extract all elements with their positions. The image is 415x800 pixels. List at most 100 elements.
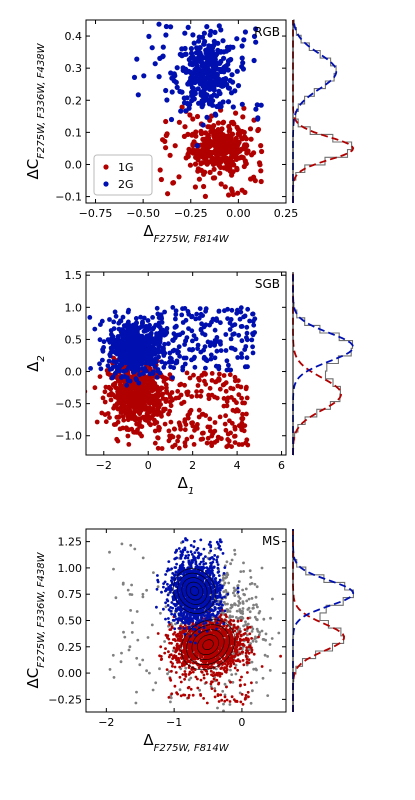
point xyxy=(231,642,235,645)
point xyxy=(171,664,174,668)
point xyxy=(124,404,130,410)
point xyxy=(182,30,188,36)
point xyxy=(230,558,234,562)
point xyxy=(240,411,245,417)
point xyxy=(202,626,206,630)
point xyxy=(241,105,247,111)
point xyxy=(251,57,257,64)
point xyxy=(196,38,202,44)
point xyxy=(169,678,173,682)
point xyxy=(224,662,227,666)
point xyxy=(257,162,263,168)
point xyxy=(254,635,257,639)
point xyxy=(221,663,224,666)
point xyxy=(216,435,222,440)
point xyxy=(145,588,149,592)
point xyxy=(238,639,242,643)
point xyxy=(127,408,133,414)
point xyxy=(209,319,214,325)
y-tick-label: −0.1 xyxy=(55,191,82,204)
point xyxy=(236,641,240,644)
point xyxy=(244,620,247,624)
point xyxy=(218,320,223,326)
legend-box xyxy=(93,154,153,196)
point xyxy=(188,60,194,66)
point xyxy=(164,326,170,331)
point xyxy=(191,442,197,447)
point xyxy=(194,426,200,431)
point xyxy=(117,379,123,385)
point xyxy=(207,32,213,38)
point xyxy=(170,444,176,450)
point xyxy=(154,681,158,685)
point xyxy=(170,305,176,310)
point xyxy=(217,633,220,637)
point xyxy=(178,637,182,641)
point xyxy=(233,552,237,556)
point xyxy=(195,346,201,351)
point xyxy=(238,384,244,390)
point xyxy=(182,427,188,433)
point xyxy=(225,685,228,689)
point xyxy=(214,156,220,162)
point xyxy=(242,313,248,319)
point xyxy=(209,371,215,376)
point xyxy=(120,542,124,546)
point xyxy=(202,560,205,563)
point xyxy=(231,615,235,618)
point xyxy=(177,382,183,388)
point xyxy=(131,392,137,397)
point xyxy=(193,316,199,322)
point xyxy=(235,645,239,649)
point xyxy=(239,55,245,61)
legend-marker xyxy=(103,164,109,170)
point xyxy=(209,433,215,439)
point xyxy=(176,344,182,350)
point xyxy=(222,600,226,604)
side-hist-sgb xyxy=(292,272,355,456)
point xyxy=(242,29,248,35)
point xyxy=(226,639,229,643)
x-axis-label-sgb: Δ1 xyxy=(178,474,195,497)
point xyxy=(134,347,140,353)
point xyxy=(164,617,167,621)
point xyxy=(229,444,235,449)
point xyxy=(205,339,211,345)
point xyxy=(112,394,118,400)
point xyxy=(159,446,165,451)
point xyxy=(163,32,169,38)
x-tick-label: 0.00 xyxy=(226,207,251,220)
point xyxy=(217,151,223,157)
point xyxy=(203,356,209,362)
point xyxy=(235,699,239,703)
point xyxy=(256,605,259,609)
point xyxy=(239,43,245,49)
point xyxy=(204,114,210,120)
point xyxy=(206,69,212,76)
point xyxy=(238,610,242,613)
point xyxy=(152,61,158,67)
point xyxy=(186,550,190,554)
point xyxy=(163,382,169,388)
point xyxy=(125,433,131,439)
point xyxy=(159,658,163,661)
point xyxy=(172,325,178,330)
point xyxy=(213,695,217,699)
point xyxy=(156,21,162,27)
point xyxy=(229,638,233,642)
point xyxy=(217,371,222,377)
point xyxy=(167,560,171,563)
point xyxy=(228,610,232,613)
point xyxy=(129,543,133,547)
point xyxy=(215,81,221,88)
point xyxy=(234,310,240,316)
point xyxy=(210,687,214,690)
point xyxy=(247,645,251,649)
x-tick-label: −0.50 xyxy=(126,207,160,220)
point xyxy=(97,374,103,379)
point xyxy=(225,560,229,564)
point xyxy=(168,403,174,409)
y-tick-label: 1.5 xyxy=(65,269,83,282)
point xyxy=(225,615,228,619)
point xyxy=(142,328,148,334)
